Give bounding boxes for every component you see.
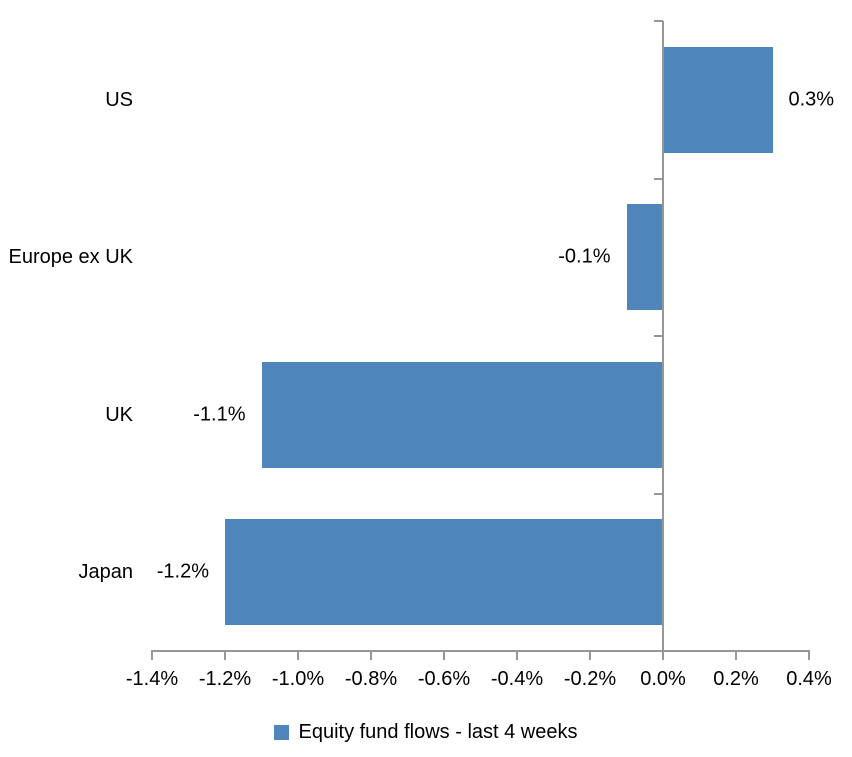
x-tick [297,650,299,660]
x-tick-label: -0.4% [490,668,544,690]
category-label: Japan [78,561,134,584]
x-tick [662,650,664,660]
bar [261,361,663,468]
category-axis-tick [654,492,663,495]
x-tick [224,650,226,660]
x-tick [370,650,372,660]
x-tick [808,650,810,660]
category-axis-tick [654,177,663,180]
category-label: UK [105,403,133,426]
x-tick [589,650,591,660]
x-tick [735,650,737,660]
x-tick [516,650,518,660]
bar-value-label: 0.3% [788,88,835,111]
x-tick [151,650,153,660]
bar [663,46,773,153]
legend: Equity fund flows - last 4 weeks [0,717,852,747]
bar [225,519,663,626]
category-axis-tick [654,20,663,22]
x-tick-label: -1.4% [125,668,179,690]
legend-swatch-icon [274,724,290,740]
x-tick-label: -1.2% [198,668,252,690]
bar-value-label: -0.1% [558,245,611,268]
x-tick-label: 0.0% [640,668,686,690]
bar [626,204,663,311]
category-label: Europe ex UK [8,246,133,269]
x-tick-label: 0.4% [786,668,832,690]
x-tick-label: -0.2% [563,668,617,690]
category-axis-line [662,21,664,651]
category-axis-tick [654,335,663,337]
x-tick-label: -0.8% [344,668,398,690]
x-tick-label: 0.2% [713,668,759,690]
bar-value-label: -1.2% [156,560,209,583]
x-tick [443,650,445,660]
x-axis-line [152,650,810,652]
bar-value-label: -1.1% [193,403,246,426]
category-label: US [105,88,133,111]
legend-label: Equity fund flows - last 4 weeks [298,720,578,743]
x-tick-label: -0.6% [417,668,471,690]
x-tick-label: -1.0% [271,668,325,690]
